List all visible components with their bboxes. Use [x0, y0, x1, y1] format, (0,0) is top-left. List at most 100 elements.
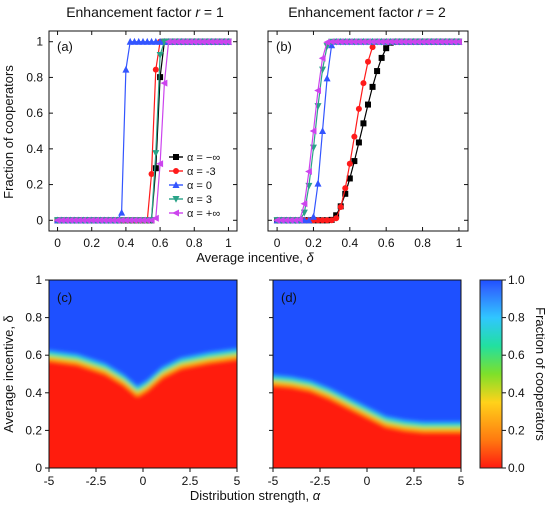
y-tick-label: 0.4 — [25, 386, 42, 400]
legend-item: α = -3 — [169, 166, 216, 178]
y-tick-label: 1 — [35, 273, 42, 287]
data-point — [216, 38, 223, 46]
data-point — [382, 38, 390, 46]
panel-c: -5 -2.5 0 2.5 5 0 0.2 0.4 0.6 0.8 1 (c) — [25, 273, 241, 488]
data-point — [117, 216, 125, 224]
xlabel-top: Average incentive, δ — [196, 250, 314, 265]
data-point — [319, 127, 327, 134]
series-2 — [273, 37, 463, 224]
series-1 — [274, 38, 462, 224]
data-point — [177, 38, 185, 46]
x-tick-label: 0 — [140, 474, 147, 488]
data-point — [273, 216, 281, 224]
data-point — [190, 38, 198, 46]
data-point — [83, 216, 91, 224]
data-point — [186, 38, 193, 46]
legend-marker — [173, 154, 179, 160]
data-point — [319, 217, 326, 224]
legend-item: α = 0 — [169, 180, 212, 192]
series-4 — [53, 38, 232, 224]
data-point — [355, 38, 362, 46]
data-point — [152, 165, 159, 172]
legend-marker — [172, 181, 180, 188]
plot-frame — [48, 30, 238, 232]
data-point — [152, 214, 159, 222]
data-point — [118, 208, 126, 216]
data-point — [377, 38, 385, 46]
data-point — [87, 216, 95, 224]
data-point — [164, 38, 172, 46]
data-point — [100, 216, 108, 224]
y-tick-label: 0 — [35, 461, 42, 475]
data-point — [277, 216, 285, 224]
panel-tag: (c) — [57, 290, 72, 305]
data-point — [309, 212, 317, 220]
colorbar: Fraction of cooperators 0.0 0.2 0.4 0.6 0.8 1… — [479, 273, 545, 475]
data-point — [148, 170, 155, 177]
data-point — [122, 216, 129, 224]
data-point — [152, 150, 160, 157]
data-point — [181, 38, 189, 46]
data-point — [324, 217, 331, 224]
data-point — [62, 216, 70, 224]
data-point — [143, 216, 151, 224]
data-point — [336, 38, 344, 46]
legend-item: α = 3 — [169, 194, 212, 206]
data-point — [332, 38, 340, 46]
legend-marker — [172, 209, 179, 217]
data-point — [333, 215, 340, 222]
data-point — [374, 68, 381, 75]
data-point — [157, 74, 164, 81]
data-point — [405, 38, 412, 46]
legend-item: α = +∞ — [169, 208, 220, 220]
data-point — [360, 120, 367, 127]
data-point — [300, 200, 308, 208]
title-panel-b: Enhancement factor r = 2 — [288, 4, 446, 20]
data-point — [383, 45, 390, 52]
x-tick-label: -5 — [44, 474, 55, 488]
y-tick-label: 0.8 — [25, 311, 42, 325]
x-tick-label: 0.4 — [118, 236, 135, 250]
plot-frame — [267, 30, 469, 232]
data-point — [341, 38, 349, 46]
data-point — [337, 204, 344, 211]
legend-item: α = −∞ — [169, 152, 220, 164]
data-point — [309, 127, 317, 135]
ylabel-bottom: Average incentive, δ — [1, 315, 16, 433]
heatmap-band — [49, 359, 237, 468]
data-point — [58, 216, 65, 224]
colorbar-gradient — [479, 279, 503, 469]
colorbar-tick-label: 0.6 — [508, 348, 525, 362]
y-tick-label: 0.8 — [26, 70, 43, 84]
panel-tag: (b) — [276, 39, 292, 54]
data-point — [105, 216, 112, 224]
x-tick-label: 5 — [234, 474, 241, 488]
x-tick-label: -5 — [268, 474, 279, 488]
data-point — [427, 38, 435, 46]
data-point — [126, 216, 134, 224]
colorbar-tick-label: 0.2 — [508, 423, 525, 437]
legend-marker — [173, 168, 179, 174]
data-point — [441, 38, 449, 46]
series-0 — [274, 38, 462, 224]
series-3 — [273, 38, 463, 225]
series-line — [277, 41, 459, 221]
x-tick-label: 0.2 — [83, 236, 100, 250]
data-point — [315, 217, 321, 224]
data-point — [305, 216, 313, 224]
data-point — [156, 160, 164, 168]
x-tick-label: 0 — [274, 236, 281, 250]
data-point — [409, 38, 417, 46]
data-point — [359, 38, 367, 46]
x-tick-label: 2.5 — [406, 474, 423, 488]
data-point — [296, 216, 303, 224]
data-point — [169, 38, 176, 46]
x-tick-label: -2.5 — [86, 474, 107, 488]
x-tick-label: 0.4 — [341, 236, 358, 250]
x-tick-label: 0.8 — [414, 236, 431, 250]
legend-marker — [172, 196, 180, 203]
data-point — [156, 51, 164, 59]
data-point — [152, 66, 159, 73]
